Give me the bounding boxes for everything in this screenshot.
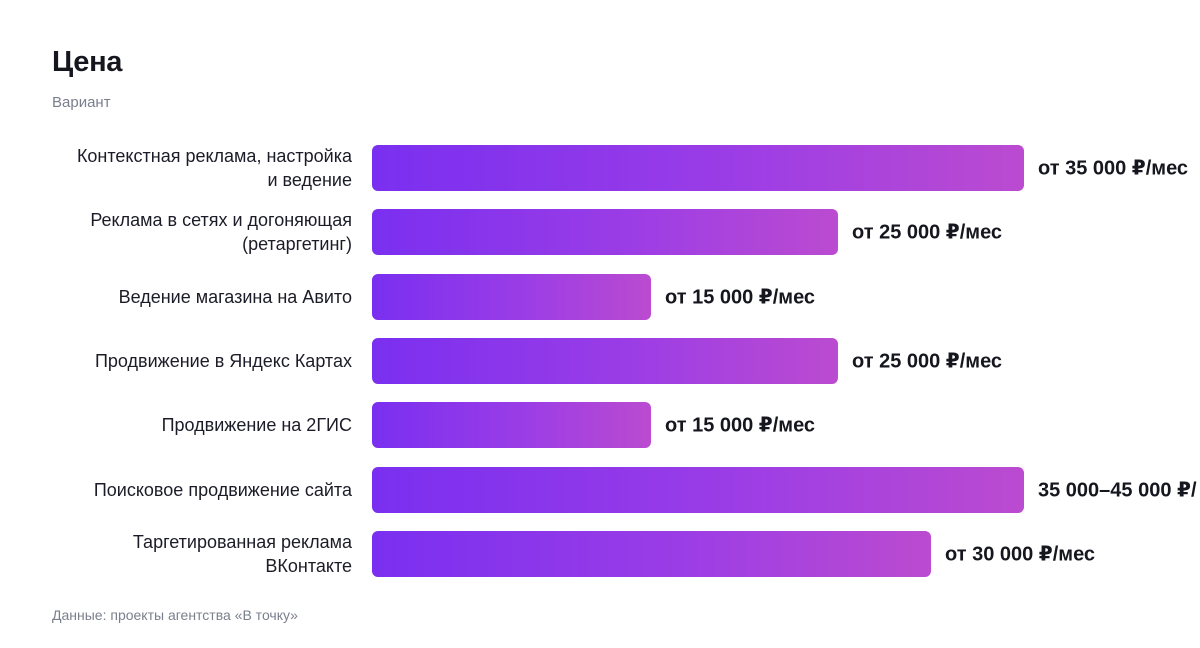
value-label: от 30 000 ₽/мес	[945, 543, 1096, 566]
bar	[372, 402, 651, 448]
bar-row: Продвижение на 2ГИС от 15 000 ₽/мес	[0, 402, 1200, 448]
chart-source: Данные: проекты агентства «В точку»	[52, 607, 298, 623]
bar-row: Продвижение в Яндекс Картах от 25 000 ₽/м…	[0, 338, 1200, 384]
bar	[372, 531, 931, 577]
value-label: от 35 000 ₽/мес	[1038, 157, 1189, 180]
bar-row: Поисковое продвижение сайта 35 000–45 000…	[0, 467, 1200, 513]
category-label: Продвижение на 2ГИС	[161, 415, 352, 435]
category-label: Таргетированная реклама ВКонтакте	[132, 532, 352, 576]
value-label: 35 000–45 000 ₽/	[1038, 479, 1197, 502]
value-label: от 15 000 ₽/мес	[665, 414, 816, 437]
category-label: Реклама в сетях и догоняющая (ретаргетин…	[90, 210, 352, 254]
chart-title: Цена	[52, 46, 123, 78]
bar-row: Контекстная реклама, настройка и ведение…	[0, 145, 1200, 191]
category-label: Контекстная реклама, настройка и ведение	[76, 146, 352, 190]
value-label: от 15 000 ₽/мес	[665, 286, 816, 309]
category-label: Продвижение в Яндекс Картах	[94, 351, 352, 371]
bar	[372, 145, 1024, 191]
bar-row: Ведение магазина на Авито от 15 000 ₽/мес	[0, 274, 1200, 320]
category-label: Ведение магазина на Авито	[118, 287, 352, 307]
value-label: от 25 000 ₽/мес	[852, 350, 1003, 373]
bar-row: Таргетированная реклама ВКонтакте от 30 0…	[0, 531, 1200, 577]
category-label: Поисковое продвижение сайта	[93, 480, 352, 500]
value-label: от 25 000 ₽/мес	[852, 221, 1003, 244]
bar	[372, 338, 838, 384]
chart-subtitle: Вариант	[52, 94, 111, 111]
bar	[372, 274, 651, 320]
bar	[372, 467, 1024, 513]
bar	[372, 209, 838, 255]
bar-row: Реклама в сетях и догоняющая (ретаргетин…	[0, 209, 1200, 255]
